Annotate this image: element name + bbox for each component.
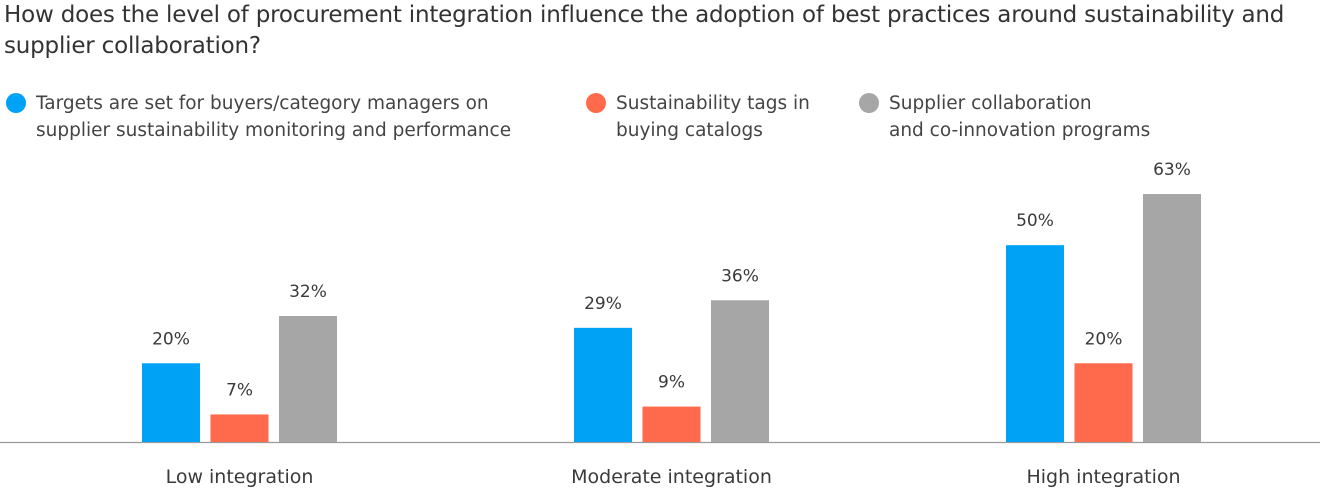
- x-tick-label: High integration: [1026, 466, 1180, 488]
- legend-swatch-supplier-collaboration: [859, 93, 879, 113]
- legend-swatch-sustainability-tags: [586, 93, 606, 113]
- data-label: 9%: [658, 373, 685, 393]
- bar-series0-cat1: [574, 327, 632, 442]
- legend-swatch-targets: [6, 93, 26, 113]
- bar-series1-cat0: [210, 414, 269, 442]
- x-tick-label: Moderate integration: [571, 466, 772, 488]
- legend-item-sustainability-tags: Sustainability tags in buying catalogs: [586, 90, 810, 144]
- data-label: 7%: [226, 380, 253, 400]
- data-label: 63%: [1153, 160, 1191, 180]
- bar-series1-cat2: [1074, 363, 1133, 442]
- bar-series2-cat2: [1143, 194, 1201, 442]
- bar-series0-cat2: [1006, 245, 1064, 442]
- data-label: 50%: [1016, 211, 1054, 231]
- bar-series1-cat1: [642, 406, 701, 442]
- bar-series2-cat0: [279, 316, 337, 442]
- chart-title: How does the level of procurement integr…: [4, 2, 1285, 59]
- legend-label-targets: Targets are set for buyers/category mana…: [36, 93, 512, 141]
- data-label: 20%: [152, 329, 190, 349]
- x-tick-label: Low integration: [166, 466, 314, 488]
- legend-item-targets: Targets are set for buyers/category mana…: [6, 90, 511, 144]
- data-label: 32%: [289, 282, 327, 302]
- data-label: 20%: [1085, 329, 1123, 349]
- bar-series2-cat1: [711, 300, 769, 442]
- legend-label-sustainability-tags: Sustainability tags in buying catalogs: [616, 93, 810, 141]
- data-label: 29%: [584, 294, 622, 314]
- legend-label-supplier-collaboration: Supplier collaboration and co-innovation…: [889, 93, 1151, 141]
- legend-item-supplier-collaboration: Supplier collaboration and co-innovation…: [859, 90, 1150, 144]
- bar-series0-cat0: [142, 363, 200, 442]
- data-label: 36%: [721, 266, 759, 286]
